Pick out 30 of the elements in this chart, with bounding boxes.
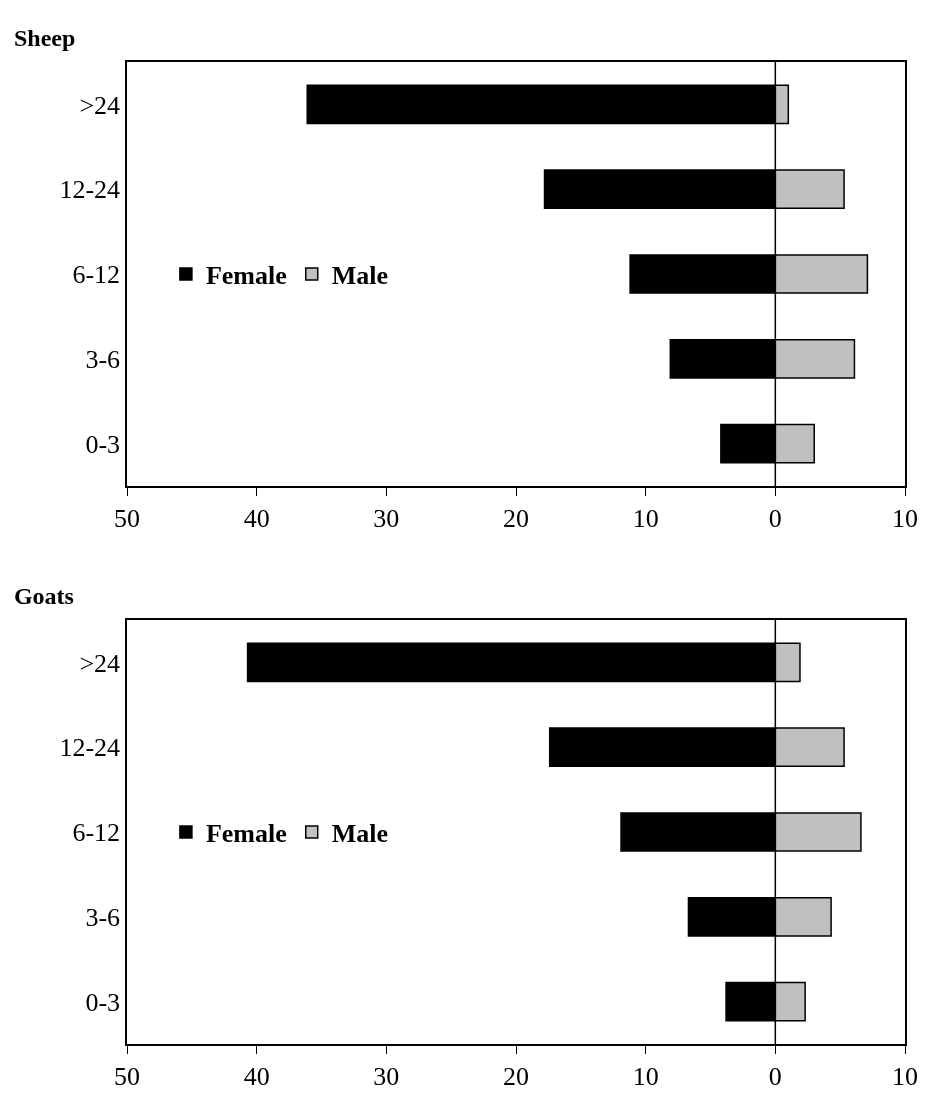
y-tick-label: 0-3 xyxy=(85,987,121,1017)
x-tick-label: 20 xyxy=(503,503,529,533)
legend-label: Female xyxy=(205,261,287,291)
y-tick-label: 6-12 xyxy=(72,818,121,848)
x-tick-label: 40 xyxy=(243,1061,270,1091)
y-tick-label: 3-6 xyxy=(85,902,121,932)
x-tick-label: 40 xyxy=(243,503,270,533)
x-tick-label: 50 xyxy=(114,503,140,533)
y-tick-label: 12-24 xyxy=(59,733,121,763)
legend-label: Male xyxy=(331,819,389,849)
x-tick-label: 10 xyxy=(632,1061,659,1091)
y-tick-label: >24 xyxy=(79,90,121,120)
y-tick-label: >24 xyxy=(79,648,121,678)
y-tick-label: 6-12 xyxy=(72,260,121,290)
legend-label: Male xyxy=(331,261,389,291)
y-tick-label: 12-24 xyxy=(59,175,121,205)
y-tick-label: 0-3 xyxy=(85,429,121,459)
x-tick-label: 50 xyxy=(114,1061,140,1091)
x-tick-label: 10 xyxy=(892,1061,918,1091)
x-tick-label: 10 xyxy=(892,503,918,533)
chart-title: Goats xyxy=(13,582,74,609)
x-tick-label: 0 xyxy=(768,503,782,533)
x-tick-label: 30 xyxy=(373,1061,400,1091)
x-tick-label: 20 xyxy=(503,1061,529,1091)
legend-label: Female xyxy=(205,819,287,849)
x-tick-label: 0 xyxy=(768,1061,782,1091)
chart-title: Sheep xyxy=(13,24,76,51)
x-tick-label: 30 xyxy=(373,503,400,533)
y-tick-label: 3-6 xyxy=(85,344,121,374)
x-tick-label: 10 xyxy=(632,503,659,533)
